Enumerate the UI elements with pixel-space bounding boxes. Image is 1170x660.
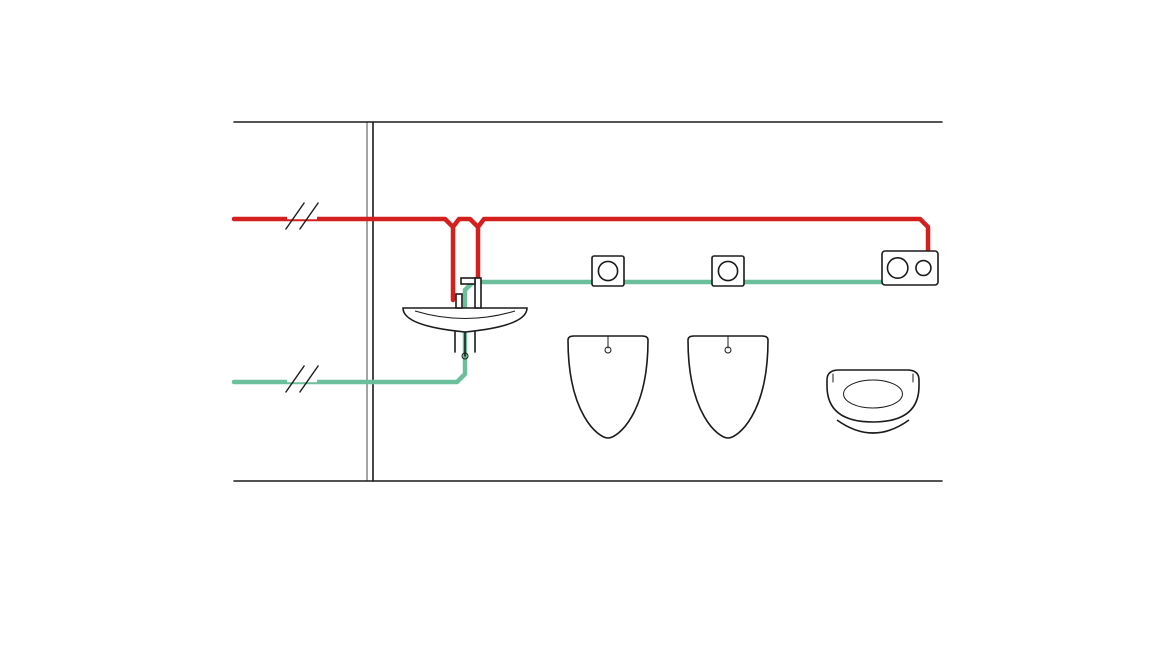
urinal-flush-plate-1 (592, 256, 624, 286)
plumbing-diagram (0, 0, 1170, 660)
faucet-stem (475, 278, 481, 308)
faucet-handle (456, 294, 462, 308)
background (0, 0, 1170, 660)
wc-flush-plate (882, 251, 938, 285)
urinal-flush-plate-2 (712, 256, 744, 286)
wc-seat (827, 370, 919, 422)
faucet-spout (461, 278, 475, 284)
